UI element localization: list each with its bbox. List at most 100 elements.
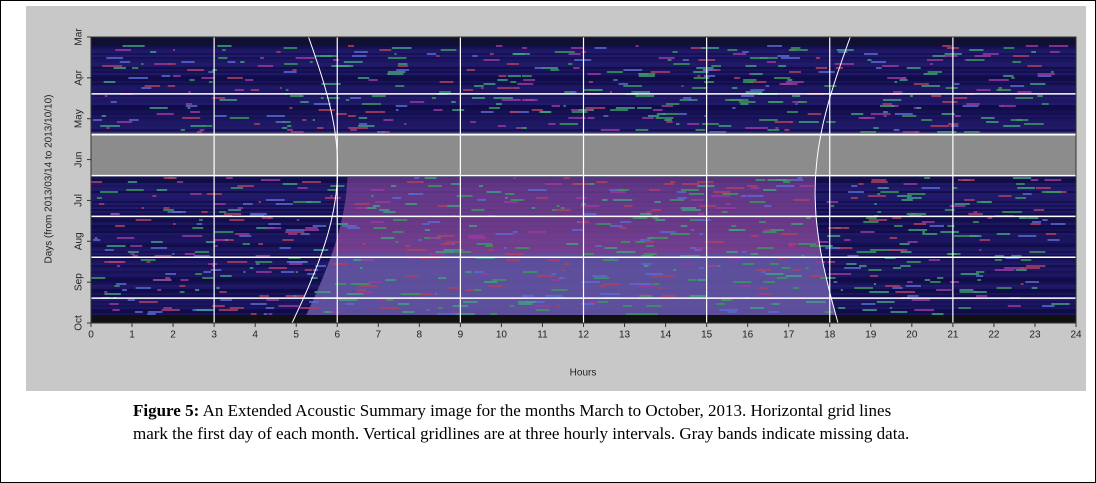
image-speck [309, 301, 319, 303]
image-speck [466, 69, 475, 71]
image-speck [998, 105, 1004, 107]
image-speck [313, 103, 331, 105]
image-speck [656, 113, 666, 115]
image-speck [863, 221, 879, 223]
daytime-row [325, 269, 825, 271]
image-speck [512, 87, 520, 89]
image-speck [755, 179, 766, 181]
image-speck [522, 271, 538, 273]
image-speck [697, 181, 714, 183]
image-speck [417, 239, 422, 241]
image-speck [680, 207, 697, 209]
daytime-row [334, 245, 820, 247]
image-speck [144, 85, 161, 87]
daytime-row [338, 231, 818, 233]
image-speck [379, 307, 400, 309]
image-speck [958, 307, 971, 309]
image-speck [428, 221, 441, 223]
image-speck [104, 95, 108, 97]
image-speck [179, 291, 185, 293]
image-speck [396, 69, 410, 71]
image-speck [632, 217, 648, 219]
image-speck [647, 115, 660, 117]
image-speck [488, 107, 500, 109]
daytime-row [306, 313, 836, 315]
image-speck [281, 127, 288, 129]
image-speck [279, 247, 291, 249]
image-speck [287, 125, 292, 127]
image-speck [1025, 281, 1040, 283]
image-speck [488, 285, 503, 287]
image-speck [429, 237, 439, 239]
image-speck [347, 45, 354, 47]
image-speck [699, 205, 716, 207]
image-speck [493, 97, 513, 99]
image-speck [833, 247, 853, 249]
image-speck [581, 281, 601, 283]
image-speck [181, 61, 195, 63]
image-speck [982, 53, 999, 55]
image-speck [237, 185, 255, 187]
image-speck [116, 121, 133, 123]
image-speck [126, 45, 145, 47]
daytime-row [345, 195, 816, 197]
image-speck [703, 69, 713, 71]
image-speck [476, 243, 493, 245]
image-speck [182, 117, 201, 119]
image-speck [320, 97, 324, 99]
image-speck [1051, 71, 1054, 73]
image-speck [220, 275, 232, 277]
image-speck [468, 237, 487, 239]
image-speck [616, 251, 636, 253]
image-speck [373, 227, 387, 229]
image-speck [929, 225, 945, 227]
image-speck [639, 239, 651, 241]
image-speck [587, 117, 595, 119]
image-speck [750, 89, 765, 91]
image-speck [941, 113, 955, 115]
image-speck [815, 261, 826, 263]
image-speck [392, 219, 408, 221]
image-speck [293, 201, 312, 203]
x-tick-label: 9 [458, 330, 464, 341]
image-speck [551, 105, 560, 107]
image-speck [282, 239, 294, 241]
image-speck [644, 241, 654, 243]
image-speck [756, 293, 767, 295]
image-speck [350, 283, 370, 285]
image-speck [651, 275, 656, 277]
image-speck [641, 285, 657, 287]
image-speck [588, 89, 602, 91]
image-speck [451, 311, 457, 313]
image-speck [147, 311, 163, 313]
image-speck [810, 245, 823, 247]
x-tick-label: 11 [537, 330, 548, 341]
image-speck [315, 265, 327, 267]
image-speck [394, 53, 397, 55]
image-speck [302, 181, 321, 183]
image-speck [194, 289, 200, 291]
image-speck [474, 289, 482, 291]
image-speck [496, 103, 502, 105]
x-tick-label: 13 [619, 330, 631, 341]
image-speck [358, 117, 368, 119]
image-speck [792, 179, 804, 181]
image-speck [635, 45, 639, 47]
image-speck [1012, 177, 1032, 179]
daytime-row [342, 213, 816, 215]
image-speck [327, 189, 338, 191]
image-speck [122, 289, 127, 291]
image-speck [653, 109, 663, 111]
image-speck [346, 293, 363, 295]
image-speck [610, 109, 629, 111]
image-speck [645, 273, 664, 275]
image-speck [296, 219, 300, 221]
image-speck [1033, 209, 1045, 211]
daytime-row [346, 187, 816, 189]
image-speck [715, 207, 736, 209]
image-speck [345, 99, 350, 101]
daytime-row [327, 265, 824, 267]
daytime-row [335, 241, 819, 243]
image-speck [1003, 47, 1015, 49]
image-speck [149, 107, 168, 109]
